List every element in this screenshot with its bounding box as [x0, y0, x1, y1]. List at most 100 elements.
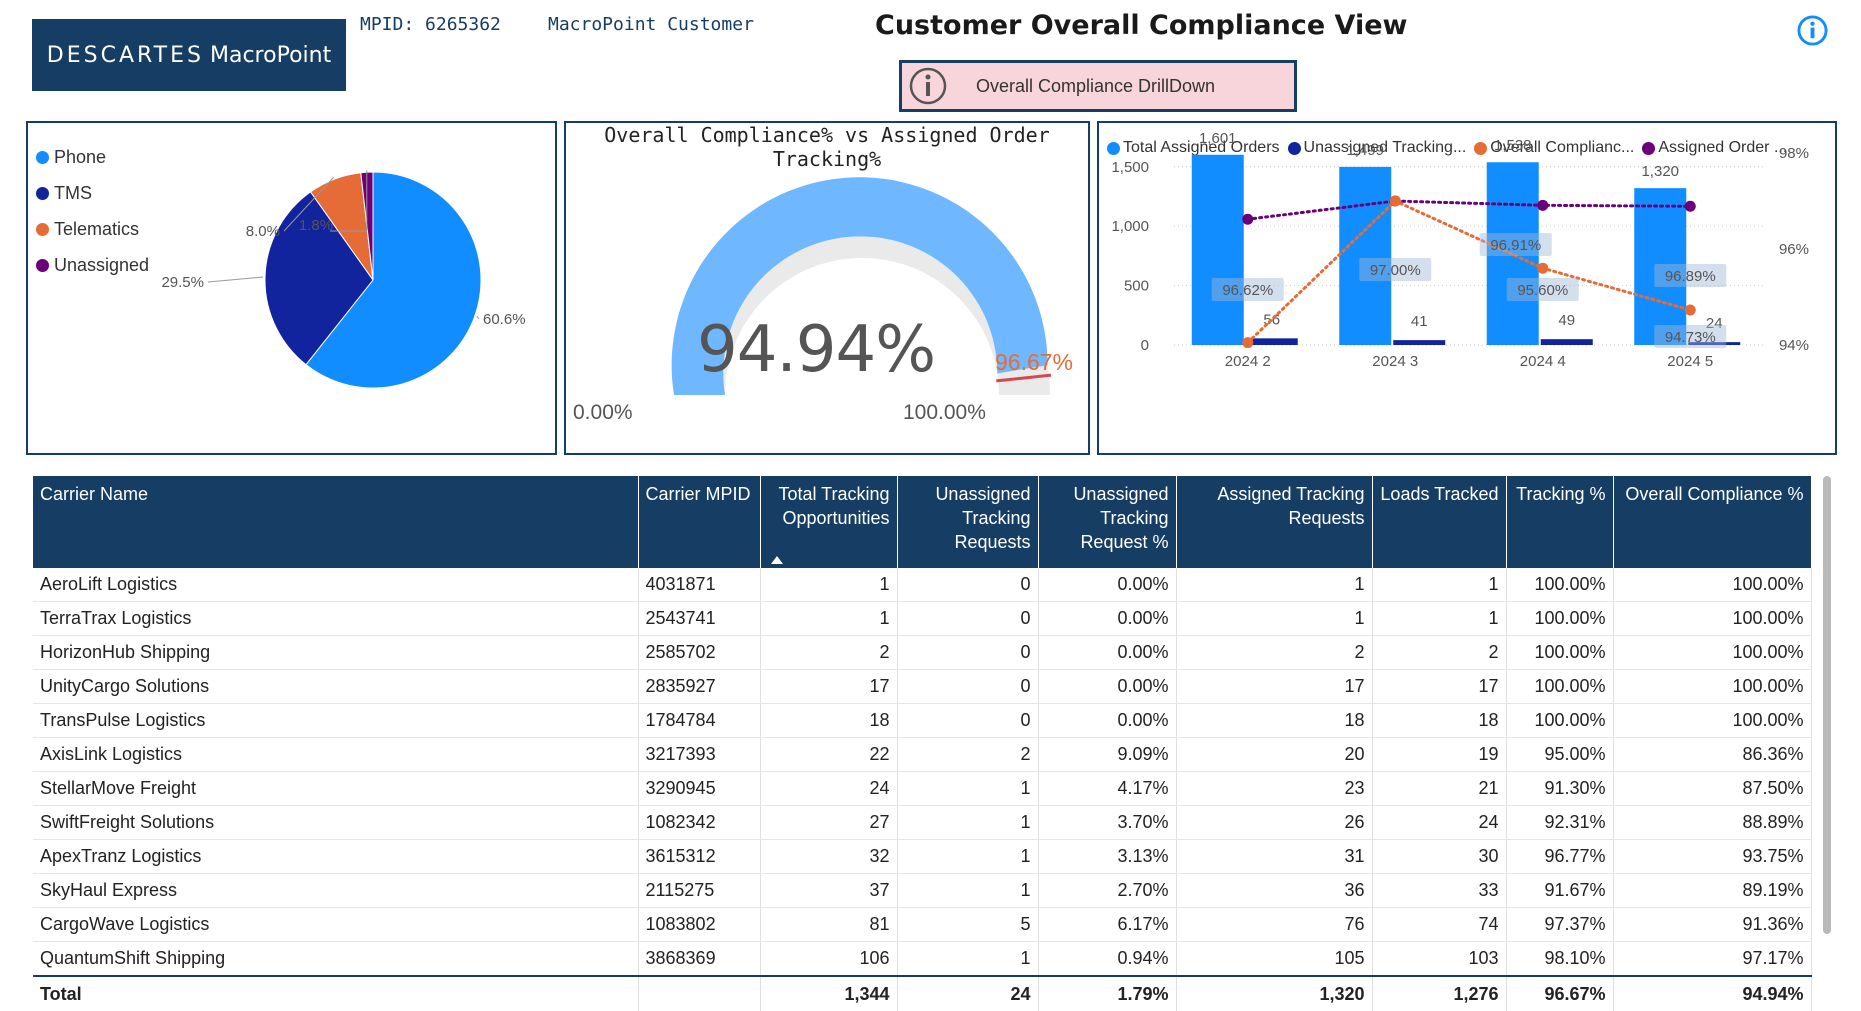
carrier-table: Carrier Name Carrier MPID Total Tracking…	[33, 476, 1812, 1011]
table-row[interactable]: TransPulse Logistics 1784784 18 0 0.00% 18 18 1…	[33, 703, 1812, 738]
legend-item-telematics[interactable]: Telematics	[36, 211, 149, 247]
table-cell: 20	[1176, 737, 1373, 772]
y-axis-tick-label: 1,000	[1111, 218, 1149, 235]
col-header-loads-tracked[interactable]: Loads Tracked	[1372, 476, 1507, 568]
table-cell: 33	[1372, 873, 1507, 908]
point-assigned-order-tracking[interactable]	[1684, 200, 1696, 212]
table-cell: 30	[1372, 839, 1507, 874]
table-row[interactable]: ApexTranz Logistics 3615312 32 1 3.13% 31 30 96…	[33, 839, 1812, 874]
bar-data-label: 1,499	[1346, 142, 1384, 159]
table-cell: 1	[1372, 601, 1507, 636]
carrier-mpid-cell: 3615312	[638, 839, 761, 874]
total-cell: 1.79%	[1038, 975, 1177, 1011]
legend-label: Total Assigned Orders	[1123, 139, 1280, 156]
table-row[interactable]: TerraTrax Logistics 2543741 1 0 0.00% 1 1 100.0…	[33, 601, 1812, 636]
data-label-bg	[1654, 325, 1727, 348]
col-header-unassigned-percent[interactable]: Unassigned Tracking Request %	[1038, 476, 1177, 568]
table-cell: 2	[897, 737, 1039, 772]
table-cell: 100.00%	[1613, 568, 1812, 602]
legend-label: Overall Complianc...	[1490, 139, 1635, 156]
col-header-carrier-mpid[interactable]: Carrier MPID	[638, 476, 761, 568]
table-row[interactable]: StellarMove Freight 3290945 24 1 4.17% 23 21 91…	[33, 771, 1812, 806]
x-axis-tick-label: 2024 3	[1372, 353, 1418, 370]
point-assigned-order-tracking[interactable]	[1537, 199, 1549, 211]
table-row[interactable]: CargoWave Logistics 1083802 81 5 6.17% 76 74 97…	[33, 907, 1812, 942]
col-header-carrier-name[interactable]: Carrier Name	[33, 476, 639, 568]
legend-label: Telematics	[54, 218, 140, 239]
table-cell: 26	[1176, 805, 1373, 840]
bar-unassigned-tracking[interactable]	[1245, 338, 1298, 345]
col-header-tracking-percent[interactable]: Tracking %	[1506, 476, 1614, 568]
table-row[interactable]: SwiftFreight Solutions 1082342 27 1 3.70% 26 2…	[33, 805, 1812, 840]
col-header-total-tracking[interactable]: Total Tracking Opportunities	[760, 476, 898, 568]
table-row[interactable]: AeroLift Logistics 4031871 1 0 0.00% 1 1 100.00…	[33, 568, 1812, 602]
bar-total-assigned[interactable]	[1634, 188, 1687, 345]
point-overall-compliance[interactable]	[1684, 304, 1696, 316]
table-cell: 0.00%	[1038, 703, 1177, 738]
table-cell: 103	[1372, 941, 1507, 977]
carrier-mpid-cell: 2585702	[638, 635, 761, 670]
table-cell: 6.17%	[1038, 907, 1177, 942]
total-cell: 1,320	[1176, 975, 1373, 1011]
point-assigned-order-tracking[interactable]	[1242, 213, 1254, 225]
legend-item-phone[interactable]: Phone	[36, 139, 149, 175]
bar-data-label: 1,601	[1199, 130, 1237, 147]
carrier-name-cell: ApexTranz Logistics	[33, 839, 639, 874]
logo-text: DESCARTES	[46, 42, 204, 68]
table-cell: 2.70%	[1038, 873, 1177, 908]
line-data-label: 95.60%	[1517, 282, 1568, 299]
carrier-name-cell: AxisLink Logistics	[33, 737, 639, 772]
bar-total-assigned[interactable]	[1339, 166, 1392, 345]
point-overall-compliance[interactable]	[1537, 262, 1549, 274]
pie-chart: 60.6% 29.5% 8.0% 1.8%	[161, 170, 526, 389]
bar-data-label: 49	[1558, 312, 1575, 329]
table-cell: 100.00%	[1613, 601, 1812, 636]
leader-line	[283, 176, 335, 232]
bar-unassigned-tracking[interactable]	[1540, 339, 1593, 345]
carrier-mpid-cell: 1083802	[638, 907, 761, 942]
table-cell: 1	[1372, 568, 1507, 602]
legend-item-total-assigned[interactable]: Total Assigned Orders	[1107, 139, 1280, 157]
table-cell: 76	[1176, 907, 1373, 942]
legend-dot-icon	[36, 150, 49, 164]
legend-item-overall-compliance[interactable]: Overall Complianc...	[1474, 139, 1634, 157]
legend-item-tms[interactable]: TMS	[36, 175, 149, 211]
table-row[interactable]: QuantumShift Shipping 3868369 106 1 0.94% 105…	[33, 941, 1812, 977]
carrier-mpid-cell: 1784784	[638, 703, 761, 738]
legend-label: Assigned Order ...	[1658, 139, 1788, 156]
table-row[interactable]: SkyHaul Express 2115275 37 1 2.70% 36 33 91.67%…	[33, 873, 1812, 908]
point-overall-compliance[interactable]	[1389, 195, 1401, 207]
drilldown-label: Overall Compliance DrillDown	[976, 75, 1216, 96]
bar-unassigned-tracking[interactable]	[1688, 342, 1741, 345]
bar-total-assigned[interactable]	[1191, 154, 1244, 345]
col-header-overall-compliance[interactable]: Overall Compliance %	[1613, 476, 1812, 568]
point-overall-compliance[interactable]	[1242, 337, 1254, 349]
col-header-assigned-requests[interactable]: Assigned Tracking Requests	[1176, 476, 1373, 568]
table-row[interactable]: AxisLink Logistics 3217393 22 2 9.09% 20 19 95.…	[33, 737, 1812, 772]
descartes-logo: DESCARTES MacroPoint	[32, 19, 346, 91]
table-cell: 1	[897, 805, 1039, 840]
table-cell: 5	[897, 907, 1039, 942]
legend-item-unassigned[interactable]: Unassigned	[36, 247, 149, 283]
line-data-label: 97.00%	[1370, 262, 1421, 279]
table-cell: 93.75%	[1613, 839, 1812, 874]
table-cell: 95.00%	[1506, 737, 1614, 772]
table-row[interactable]: UnityCargo Solutions 2835927 17 0 0.00% 17 17 1…	[33, 669, 1812, 704]
x-axis-tick-label: 2024 5	[1667, 353, 1713, 370]
table-scrollbar[interactable]	[1823, 476, 1831, 934]
col-header-unassigned-requests[interactable]: Unassigned Tracking Requests	[897, 476, 1039, 568]
bar-data-label: 41	[1411, 313, 1428, 330]
legend-item-unassigned-tracking[interactable]: Unassigned Tracking...	[1287, 139, 1466, 157]
table-cell: 2	[760, 635, 898, 670]
pie-slice-phone[interactable]	[305, 171, 482, 389]
gauge-max-label: 100.00%	[903, 401, 986, 424]
legend-label: TMS	[54, 182, 92, 203]
bar-unassigned-tracking[interactable]	[1393, 340, 1446, 345]
table-row[interactable]: HorizonHub Shipping 2585702 2 0 0.00% 2 2 100.0…	[33, 635, 1812, 670]
pie-slice-tms[interactable]	[264, 191, 374, 366]
pie-data-label: 1.8%	[299, 217, 333, 234]
drilldown-button[interactable]: Overall Compliance DrillDown	[899, 60, 1297, 112]
info-icon[interactable]	[1797, 15, 1828, 46]
legend-item-assigned-order[interactable]: Assigned Order ...	[1642, 139, 1787, 157]
carrier-name-cell: SkyHaul Express	[33, 873, 639, 908]
